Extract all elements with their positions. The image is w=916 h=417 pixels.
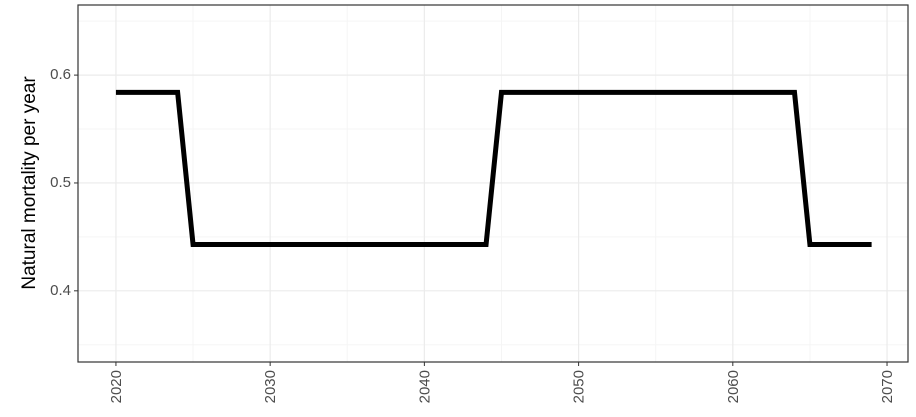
plot-border [77,4,909,363]
y-tick-label: 0.4 [50,282,71,299]
x-tick-label: 2060 [725,370,742,403]
x-tick-label: 2030 [262,370,279,403]
x-tick-label: 2050 [571,370,588,403]
x-tick-label: 2040 [416,370,433,403]
y-tick-label: 0.5 [50,174,71,191]
y-axis-label: Natural mortality per year [19,76,40,290]
x-tick-label: 2070 [879,370,896,403]
x-tick-label: 2020 [108,370,125,403]
data-line [115,89,872,247]
y-tick-label: 0.6 [50,66,71,83]
